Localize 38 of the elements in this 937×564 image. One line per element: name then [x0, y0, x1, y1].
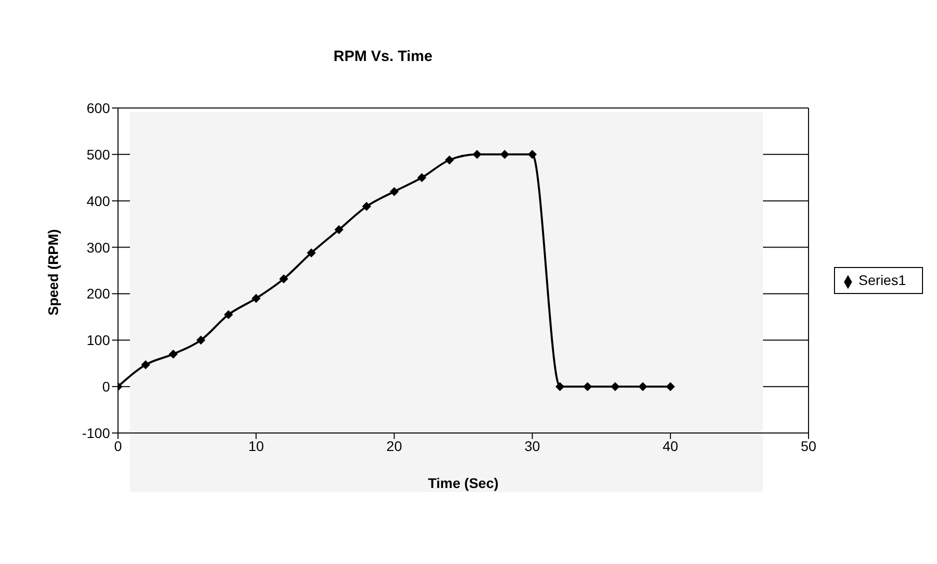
point — [168, 350, 178, 359]
point — [306, 248, 316, 258]
point — [528, 150, 537, 159]
y-tick-label: 200 — [86, 286, 110, 302]
point — [666, 382, 675, 392]
y-tick-label: 500 — [86, 146, 110, 162]
x-tick-label: 10 — [248, 438, 264, 454]
y-tick-label: 0 — [102, 378, 110, 395]
point — [555, 382, 564, 392]
x-tick-label: 30 — [524, 438, 540, 454]
point — [334, 225, 344, 234]
point — [390, 187, 399, 196]
point — [610, 382, 620, 392]
point — [252, 294, 261, 303]
x-axis-title: Time (Sec) — [428, 475, 499, 491]
y-axis-title: Speed (RPM) — [44, 229, 61, 316]
point — [362, 202, 372, 211]
y-tick-label: 300 — [86, 239, 110, 256]
point — [500, 150, 510, 159]
chart-title: RPM Vs. Time — [332, 48, 434, 65]
point — [417, 173, 426, 182]
point — [444, 156, 454, 164]
x-tick-label: 20 — [386, 438, 402, 454]
point — [196, 336, 206, 345]
point — [141, 360, 150, 370]
y-tick-label: 100 — [86, 332, 110, 348]
x-tick-label: 0 — [114, 438, 122, 454]
y-tick-label: 400 — [86, 192, 110, 209]
point — [583, 382, 592, 392]
legend-label: Series1 — [858, 272, 906, 288]
y-tick-label: 600 — [86, 100, 110, 116]
x-tick-label: 50 — [800, 438, 817, 454]
x-tick-label: 40 — [662, 438, 678, 454]
point — [638, 382, 648, 392]
y-tick-label: -100 — [82, 424, 110, 441]
point — [279, 274, 288, 284]
point — [472, 150, 482, 159]
point — [224, 310, 233, 320]
